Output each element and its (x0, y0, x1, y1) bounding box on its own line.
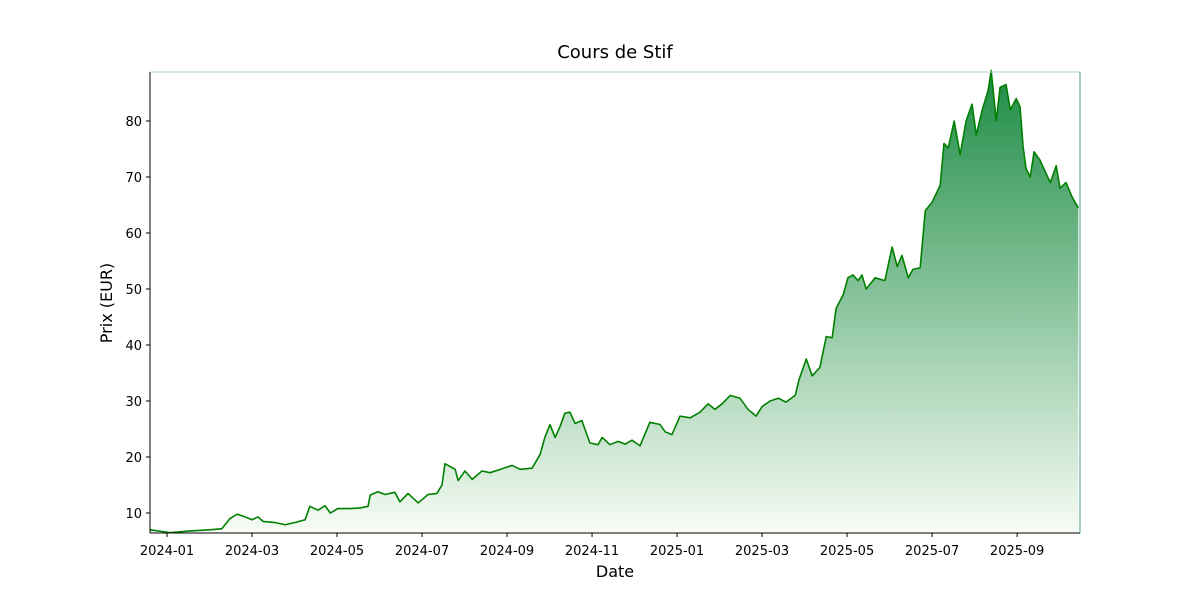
y-axis-label: Prix (EUR) (97, 263, 116, 343)
chart-title: Cours de Stif (557, 42, 673, 63)
x-tick-label: 2024-07 (395, 544, 449, 559)
y-tick-label: 50 (125, 283, 142, 298)
price-line (149, 69, 1079, 534)
y-tick-label: 40 (125, 339, 142, 354)
x-tick-label: 2024-05 (310, 544, 364, 559)
x-tick-label: 2024-01 (140, 544, 194, 559)
x-tick-label: 2024-03 (225, 544, 279, 559)
y-tick-label: 70 (125, 171, 142, 186)
x-tick-label: 2025-01 (650, 544, 704, 559)
x-tick-label: 2025-07 (905, 544, 959, 559)
y-tick-label: 20 (125, 451, 142, 466)
y-tick-label: 80 (125, 115, 142, 130)
x-tick-label: 2025-05 (820, 544, 874, 559)
x-tick-label: 2025-09 (990, 544, 1044, 559)
x-tick-label: 2025-03 (735, 544, 789, 559)
area-fill (150, 70, 1079, 533)
y-tick-label: 60 (125, 227, 142, 242)
y-tick-label: 10 (125, 507, 142, 522)
x-tick-label: 2024-11 (565, 544, 619, 559)
y-tick-label: 30 (125, 395, 142, 410)
x-tick-label: 2024-09 (480, 544, 534, 559)
x-axis-label: Date (596, 562, 634, 581)
